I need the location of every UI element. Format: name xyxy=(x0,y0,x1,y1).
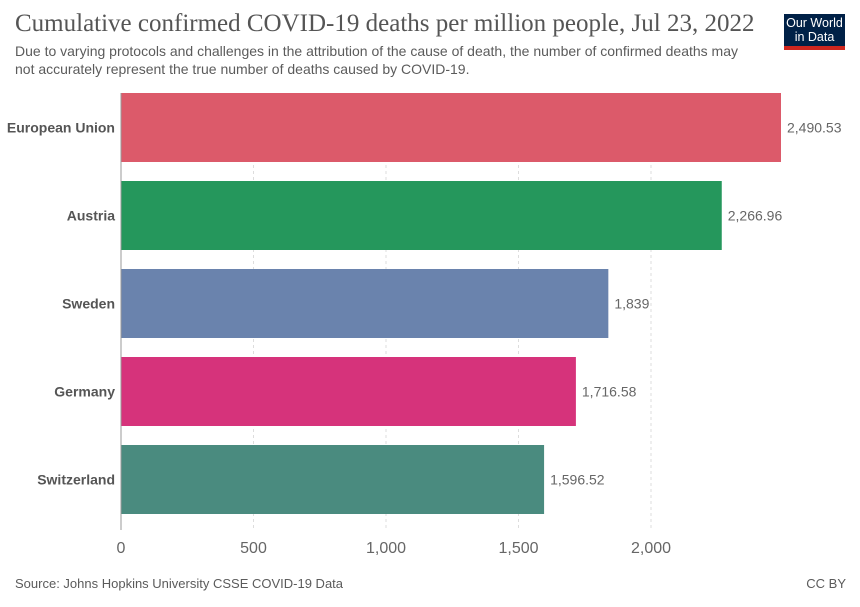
x-tick-label: 0 xyxy=(117,540,126,557)
category-label: Switzerland xyxy=(37,472,115,488)
bar-european-union[interactable] xyxy=(121,93,781,162)
x-tick-label: 500 xyxy=(240,540,267,557)
category-label: Sweden xyxy=(62,296,115,312)
category-label: European Union xyxy=(7,120,115,136)
value-label: 2,490.53 xyxy=(787,120,842,136)
bar-austria[interactable] xyxy=(121,181,722,250)
value-label: 2,266.96 xyxy=(728,208,783,224)
source-link[interactable]: Source: Johns Hopkins University CSSE CO… xyxy=(15,576,344,591)
logo-line-1: Our World xyxy=(786,16,843,30)
category-label: Austria xyxy=(67,208,115,224)
value-label: 1,839 xyxy=(614,296,649,312)
x-tick-label: 1,500 xyxy=(498,540,538,557)
bar-germany[interactable] xyxy=(121,357,576,426)
category-label: Germany xyxy=(54,384,115,400)
bar-sweden[interactable] xyxy=(121,269,609,338)
license-link[interactable]: CC BY xyxy=(806,576,846,591)
x-tick-label: 2,000 xyxy=(631,540,671,557)
logo-line-2: in Data xyxy=(794,30,835,44)
chart-title: Cumulative confirmed COVID-19 deaths per… xyxy=(15,10,755,37)
owid-logo[interactable]: Our World in Data xyxy=(784,14,845,50)
value-label: 1,716.58 xyxy=(582,384,637,400)
x-tick-label: 1,000 xyxy=(366,540,406,557)
chart-subtitle: Due to varying protocols and challenges … xyxy=(15,43,738,77)
value-label: 1,596.52 xyxy=(550,472,605,488)
bar-switzerland[interactable] xyxy=(121,445,545,514)
